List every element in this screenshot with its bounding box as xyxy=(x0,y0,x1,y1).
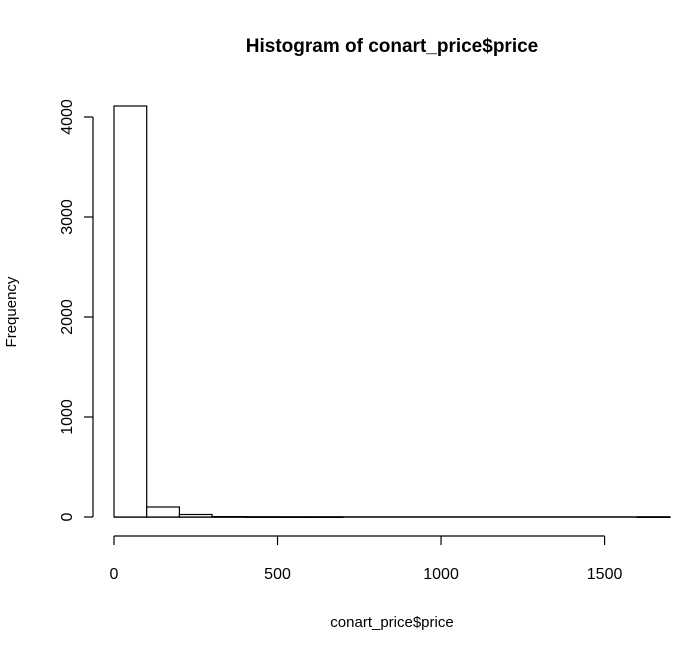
x-tick-label: 1000 xyxy=(423,566,459,583)
histogram-bar xyxy=(276,516,311,519)
y-tick-label: 1000 xyxy=(59,399,76,435)
y-tick-label: 4000 xyxy=(59,99,76,135)
y-axis: 0 1000 2000 3000 4000 xyxy=(59,99,94,521)
histogram-bar xyxy=(178,513,213,518)
y-tick-label: 3000 xyxy=(59,199,76,235)
histogram-bar xyxy=(113,105,148,518)
histogram-bar xyxy=(309,516,344,519)
y-tick-label: 2000 xyxy=(59,299,76,335)
chart-title: Histogram of conart_price$price xyxy=(246,36,538,57)
y-axis-title: Frequency xyxy=(3,276,20,347)
x-tick-label: 0 xyxy=(110,566,119,583)
x-tick-label: 1500 xyxy=(587,566,623,583)
x-axis-title: conart_price$price xyxy=(330,614,453,631)
x-tick-label: 500 xyxy=(264,566,291,583)
y-tick-label: 0 xyxy=(59,512,76,521)
x-axis: 0 500 1000 1500 xyxy=(110,535,623,583)
histogram-bar xyxy=(211,515,246,518)
histogram-bar xyxy=(146,506,181,518)
histogram-bars xyxy=(113,105,671,519)
histogram-bar xyxy=(636,516,671,519)
histogram-bar xyxy=(244,516,279,518)
